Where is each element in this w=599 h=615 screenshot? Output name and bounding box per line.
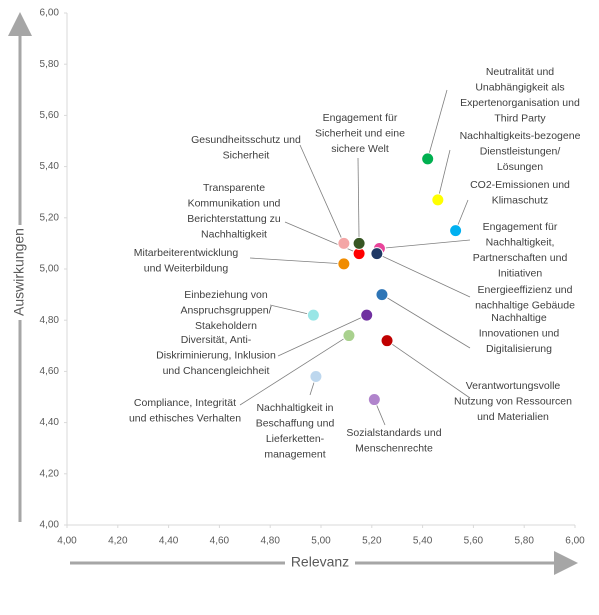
x-tick-label: 5,00: [311, 536, 331, 547]
leader-line: [269, 304, 314, 316]
point: [342, 329, 356, 343]
y-tick-label: 5,80: [40, 59, 60, 70]
point: [306, 308, 320, 322]
point: [337, 257, 351, 271]
leader-line: [427, 89, 448, 160]
point-label: Transparente Kommunikation und Berichterst…: [187, 182, 281, 241]
x-tick-label: 4,40: [159, 536, 179, 547]
point: [360, 308, 374, 322]
point: [352, 236, 366, 250]
leader-line: [357, 157, 360, 244]
point: [367, 393, 381, 407]
point-label: Einbeziehung von Anspruchsgruppen/Stakeho…: [180, 289, 271, 332]
x-tick-label: 5,60: [464, 536, 484, 547]
x-axis-title: Relevanz: [291, 554, 349, 570]
y-tick-label: 5,40: [40, 161, 60, 172]
x-tick-label: 5,80: [514, 536, 534, 547]
point-label: Nachhaltige Innovationen und Digitalisieru…: [479, 312, 560, 355]
x-tick-label: 6,00: [565, 536, 585, 547]
y-tick-label: 5,00: [40, 264, 60, 275]
leader-line: [299, 144, 345, 244]
leader-line: [437, 149, 451, 200]
point: [380, 334, 394, 348]
y-axis-title: Auswirkungen: [11, 228, 27, 316]
point-label: Sozialstandards und Menschenrechte: [346, 427, 441, 455]
point-label: Verantwortungsvolle Nutzung von Ressource…: [454, 380, 572, 423]
x-tick-label: 5,20: [362, 536, 382, 547]
leader-line: [376, 253, 471, 298]
leader-line: [239, 335, 350, 406]
point-label: Diversität, Anti-Diskriminierung, Inklus…: [156, 334, 276, 377]
point: [431, 193, 445, 207]
point-label: Engagement für Nachhaltigkeit, Partnerscha…: [473, 221, 568, 280]
y-tick-label: 4,20: [40, 468, 60, 479]
leader-line: [379, 239, 471, 249]
point: [449, 224, 463, 238]
point-label: Energieeffizienz und nachhaltige Gebäude: [475, 284, 575, 312]
point: [375, 288, 389, 302]
x-title-bg: [285, 553, 355, 573]
point: [337, 236, 351, 250]
leader-line: [249, 257, 344, 265]
y-tick-label: 4,40: [40, 417, 60, 428]
point-label: CO2-Emissionen und Klimaschutz: [470, 179, 570, 207]
y-tick-label: 4,60: [40, 366, 60, 377]
y-tick-label: 5,20: [40, 212, 60, 223]
y-tick-label: 5,60: [40, 110, 60, 121]
y-tick-label: 4,80: [40, 315, 60, 326]
point-label: Compliance, Integrität und ethisches Verh…: [129, 397, 241, 425]
leader-line: [386, 340, 471, 399]
leader-line: [381, 294, 471, 349]
point: [421, 152, 435, 166]
point: [309, 370, 323, 384]
point: [370, 247, 384, 261]
point-label: Engagement für Sicherheit und eine sichere…: [315, 112, 405, 155]
y-tick-label: 4,00: [40, 520, 60, 531]
x-tick-label: 4,80: [260, 536, 280, 547]
x-tick-label: 5,40: [413, 536, 433, 547]
y-tick-label: 6,00: [40, 8, 60, 19]
point-label: Gesundheitsschutz und Sicherheit: [191, 134, 301, 162]
y-title-bg: [10, 225, 30, 320]
point-label: Mitarbeiterentwicklung und Weiterbildung: [134, 247, 239, 275]
leader-line: [277, 314, 367, 357]
leader-line: [284, 221, 360, 255]
point-label: Nachhaltigkeits-bezogene Dienstleistungen…: [460, 130, 581, 173]
point-label: Nachhaltigkeit in Beschaffung und Lieferke…: [256, 402, 335, 461]
point-label: Neutralität und Unabhängigkeit als Experte…: [460, 66, 580, 125]
x-tick-label: 4,60: [210, 536, 230, 547]
x-tick-label: 4,20: [108, 536, 128, 547]
x-tick-label: 4,00: [57, 536, 77, 547]
